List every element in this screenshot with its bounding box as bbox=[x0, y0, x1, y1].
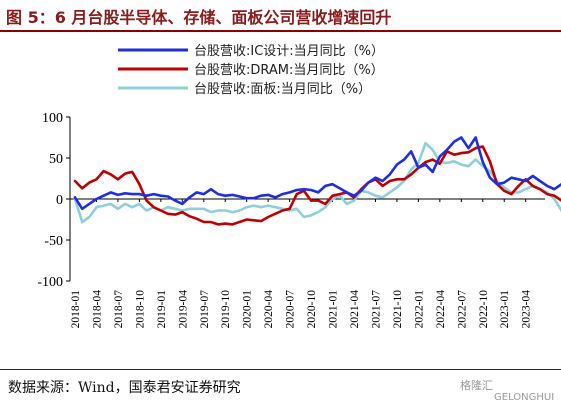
x-tick-label: 2023-01 bbox=[499, 290, 511, 329]
x-tick-label: 2020-04 bbox=[263, 290, 275, 329]
x-tick-label: 2019-01 bbox=[156, 290, 168, 329]
legend-label: 台股营收:面板:当月同比（%） bbox=[194, 82, 371, 97]
x-tick-label: 2019-10 bbox=[220, 290, 232, 329]
x-tick-label: 2022-07 bbox=[456, 290, 468, 329]
x-tick-label: 2018-01 bbox=[70, 290, 82, 329]
x-tick-label: 2018-10 bbox=[134, 290, 146, 329]
y-tick-label: 50 bbox=[49, 152, 63, 167]
x-tick-label: 2021-07 bbox=[370, 290, 382, 329]
series-line bbox=[73, 141, 561, 224]
x-tick-label: 2021-01 bbox=[328, 290, 340, 329]
x-tick-label: 2022-04 bbox=[435, 290, 447, 329]
watermark-text: 格隆汇 bbox=[460, 379, 493, 392]
x-tick-label: 2020-01 bbox=[242, 290, 254, 329]
series-line bbox=[73, 145, 561, 226]
figure-title: 图 5：6 月台股半导体、存储、面板公司营收增速回升 bbox=[6, 8, 392, 27]
x-tick-label: 2018-04 bbox=[91, 290, 103, 329]
series-line bbox=[73, 136, 561, 211]
x-tick-label: 2020-07 bbox=[285, 290, 297, 329]
source-bar: 数据来源：Wind，国泰君安证券研究 bbox=[0, 369, 561, 412]
x-tick-label: 2020-10 bbox=[306, 290, 318, 329]
legend-label: 台股营收:IC设计:当月同比（%） bbox=[194, 44, 384, 59]
title-bar: 图 5：6 月台股半导体、存储、面板公司营收增速回升 bbox=[0, 0, 561, 32]
x-tick-label: 2023-04 bbox=[521, 290, 533, 329]
line-chart: -100 -50 0 50 100 2018-01 2018-04 2018-07 2018-1… bbox=[37, 44, 561, 329]
x-tick-label: 2018-07 bbox=[113, 290, 125, 329]
x-tick-label: 2019-07 bbox=[199, 290, 211, 329]
y-tick-label: 100 bbox=[42, 111, 63, 126]
x-tick-label: 2021-10 bbox=[392, 290, 404, 329]
watermark-text: GELONGHUI bbox=[494, 392, 555, 403]
x-tick-label: 2022-01 bbox=[413, 290, 425, 329]
legend-label: 台股营收:DRAM:当月同比（%） bbox=[194, 63, 384, 78]
y-tick-label: -50 bbox=[44, 234, 63, 249]
y-tick-label: -100 bbox=[37, 275, 63, 290]
y-tick-label: 0 bbox=[56, 193, 63, 208]
x-tick-label: 2022-10 bbox=[478, 290, 490, 329]
x-tick-label: 2021-04 bbox=[349, 290, 361, 329]
source-note: 数据来源：Wind，国泰君安证券研究 bbox=[8, 380, 241, 396]
x-tick-label: 2019-04 bbox=[177, 290, 189, 329]
